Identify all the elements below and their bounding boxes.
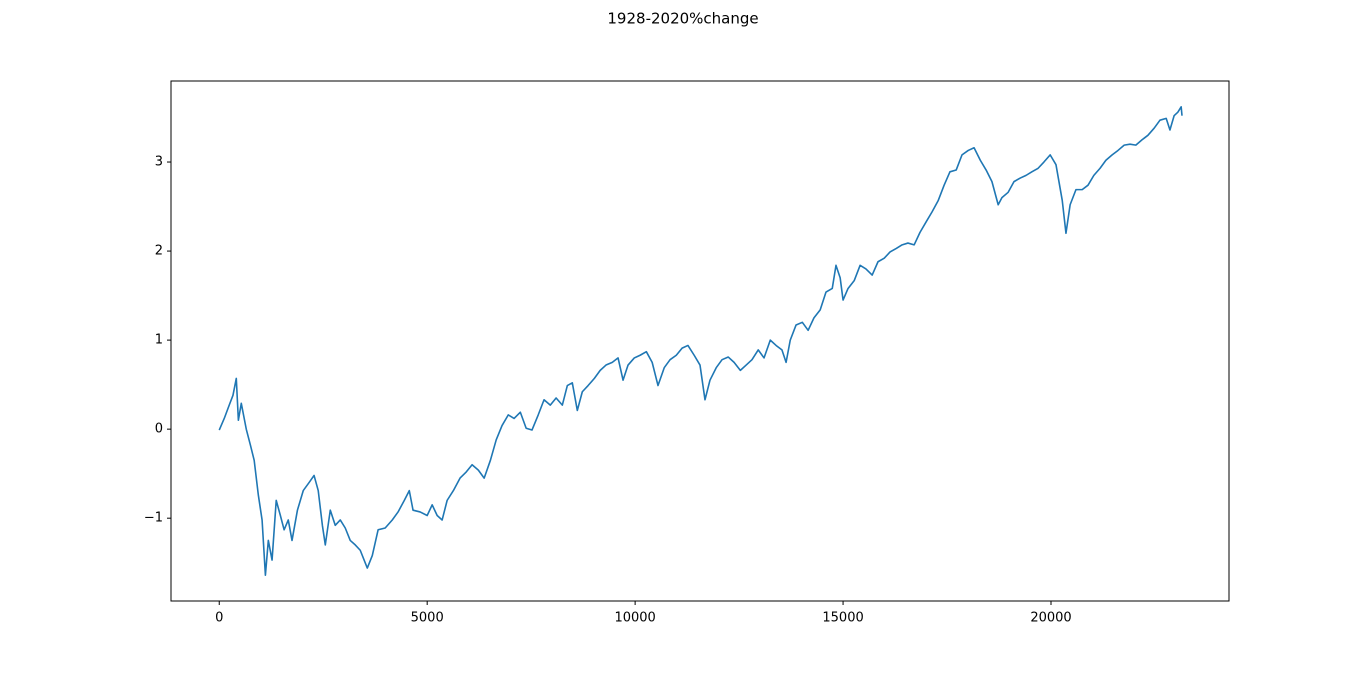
axes-frame bbox=[170, 80, 1230, 602]
x-tick-label: 5000 bbox=[411, 611, 444, 626]
chart-title: 1928-2020%change bbox=[607, 10, 758, 28]
y-tick-label: 0 bbox=[155, 422, 163, 437]
y-tick-label: −1 bbox=[144, 511, 163, 526]
y-tick-label: 1 bbox=[155, 333, 163, 348]
y-tick-label: 3 bbox=[155, 155, 163, 170]
y-tick-label: 2 bbox=[155, 244, 163, 259]
x-tick-label: 10000 bbox=[614, 611, 655, 626]
x-tick-label: 20000 bbox=[1030, 611, 1071, 626]
data-line bbox=[218, 106, 1183, 576]
x-tick-label: 0 bbox=[215, 611, 223, 626]
x-tick-label: 15000 bbox=[822, 611, 863, 626]
